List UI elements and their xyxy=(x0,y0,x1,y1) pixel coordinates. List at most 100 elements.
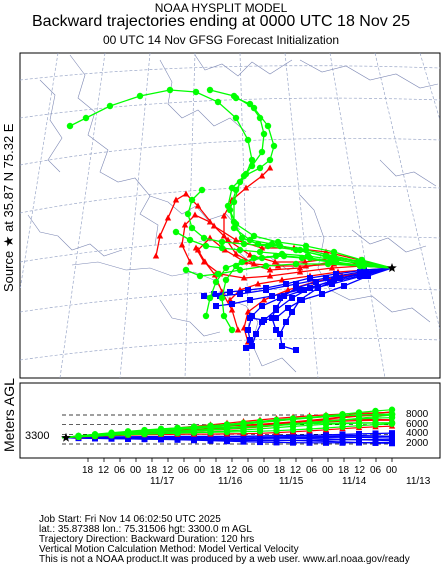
trajectory-marker xyxy=(365,273,371,279)
trajectory-marker xyxy=(293,285,299,291)
trajectory-marker xyxy=(230,198,238,206)
trajectory-marker xyxy=(218,244,226,252)
graticule-line xyxy=(19,236,441,263)
height-trajectory-marker xyxy=(108,435,115,442)
height-trajectory-marker xyxy=(141,430,148,438)
trajectory-marker xyxy=(259,319,265,325)
trajectory-marker xyxy=(240,240,248,248)
coastline xyxy=(299,194,331,291)
trajectory-marker xyxy=(315,285,321,291)
height-y-tick-label: 8000 xyxy=(406,409,429,420)
time-tick-label: 00 xyxy=(130,465,142,476)
trajectory-marker xyxy=(245,327,251,333)
height-trajectory-marker xyxy=(389,430,395,437)
start-height-label: 3300 xyxy=(25,430,50,442)
height-trajectory-marker xyxy=(257,436,263,443)
trajectory-marker xyxy=(289,309,295,315)
trajectory-marker xyxy=(250,260,258,267)
height-y-tick-label: 6000 xyxy=(406,418,429,430)
coastline xyxy=(149,195,241,231)
height-trajectory-marker xyxy=(191,436,197,443)
trajectory-marker xyxy=(358,256,366,264)
direction-line: Trajectory Direction: Backward Duration:… xyxy=(39,534,255,545)
trajectory-marker xyxy=(66,122,74,130)
time-tick-label: 18 xyxy=(210,465,222,476)
height-trajectory-marker xyxy=(306,414,313,421)
trajectory-marker xyxy=(188,196,196,204)
trajectory-marker xyxy=(259,303,265,309)
trajectory-marker xyxy=(266,156,274,164)
chart-subtitle: 00 UTC 14 Nov GFSG Forecast Initializati… xyxy=(102,33,340,47)
trajectory-marker xyxy=(263,285,269,291)
trajectory-marker xyxy=(273,307,279,313)
trajectory-marker xyxy=(232,236,240,243)
trajectory-marker xyxy=(302,242,310,250)
disclaimer-line: This is not a NOAA product.It was produc… xyxy=(39,554,410,565)
coastline xyxy=(233,247,305,271)
time-tick-label: 12 xyxy=(162,465,174,476)
trajectory-marker xyxy=(266,272,274,279)
trajectory-marker xyxy=(307,275,313,281)
height-trajectory-marker xyxy=(273,437,280,444)
height-panel xyxy=(19,382,441,459)
trajectory-marker xyxy=(246,100,254,108)
coastline xyxy=(261,357,297,373)
trajectory-marker xyxy=(210,222,218,229)
trajectory-marker xyxy=(224,236,232,243)
trajectory-marker xyxy=(285,305,291,311)
trajectory-marker xyxy=(256,248,264,256)
trajectory-marker xyxy=(164,214,172,221)
trajectory-marker xyxy=(283,319,289,325)
graticule-line xyxy=(19,287,441,313)
height-trajectory-marker xyxy=(273,424,280,431)
trajectory-marker xyxy=(307,285,313,291)
map-panel xyxy=(19,52,441,379)
height-trajectory-marker xyxy=(388,410,396,418)
time-tick-label: 06 xyxy=(306,465,318,476)
trajectory-marker xyxy=(258,254,266,262)
trajectory-marker xyxy=(319,291,325,297)
height-trajectory-marker xyxy=(75,433,82,440)
height-trajectory-marker xyxy=(389,433,395,440)
height-axis-label: Meters AGL xyxy=(1,378,17,452)
trajectory-marker xyxy=(292,260,300,268)
trajectory-marker xyxy=(331,277,337,283)
coastline xyxy=(299,59,439,89)
time-tick-label: 12 xyxy=(354,465,366,476)
height-trajectory-marker xyxy=(356,433,362,440)
trajectory-marker xyxy=(283,281,289,287)
trajectory-marker xyxy=(156,232,164,239)
trajectory-marker xyxy=(214,98,222,106)
trajectory-marker xyxy=(227,289,233,295)
job-info: Job Start: Fri Nov 14 06:02:50 UTC 2025 … xyxy=(39,515,439,565)
trajectory-marker xyxy=(363,269,369,275)
trajectory-marker xyxy=(232,220,240,228)
time-tick-label: 00 xyxy=(386,465,398,476)
height-trajectory-marker xyxy=(157,430,165,437)
trajectory-marker xyxy=(249,343,255,349)
trajectory-marker xyxy=(172,196,180,203)
trajectory-marker xyxy=(313,279,319,285)
trajectory-marker xyxy=(213,303,219,309)
trajectory-marker xyxy=(212,278,220,286)
height-trajectory-marker xyxy=(240,419,247,427)
trajectory-marker xyxy=(200,234,208,242)
height-trajectory-marker xyxy=(223,427,231,435)
graticule-line xyxy=(19,337,441,361)
trajectory-marker xyxy=(229,301,235,307)
trajectory-marker xyxy=(330,248,338,256)
height-trajectory-marker xyxy=(355,411,363,419)
date-label: 11/16 xyxy=(218,476,243,487)
trajectory-marker xyxy=(254,240,262,248)
trajectory-marker xyxy=(186,258,194,265)
trajectory-marker xyxy=(337,275,343,281)
height-trajectory-marker xyxy=(174,429,181,437)
trajectory-marker xyxy=(277,295,283,301)
trajectory-marker xyxy=(181,221,189,228)
trajectory-marker xyxy=(269,293,275,299)
height-trajectory-marker xyxy=(388,419,396,427)
time-tick-label: 12 xyxy=(290,465,302,476)
trajectory-marker xyxy=(232,262,240,270)
trajectory-marker xyxy=(264,242,272,250)
trajectory-marker xyxy=(236,178,244,186)
